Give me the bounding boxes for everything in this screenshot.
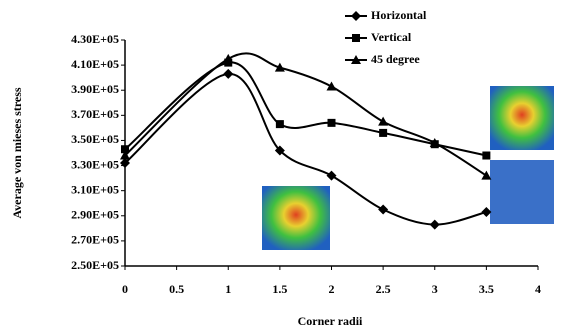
marker [223,54,233,63]
marker [223,69,233,79]
x-tick-label: 2 [329,282,335,296]
y-tick-label: 3.10E+05 [71,182,119,196]
fea-image [262,186,330,250]
x-tick-label: 2.5 [376,282,391,296]
marker [351,11,361,21]
x-tick-label: 1 [225,282,231,296]
x-axis-title: Corner radii [298,314,363,328]
x-tick-label: 0 [122,282,128,296]
x-tick-label: 0.5 [169,282,184,296]
y-tick-label: 2.90E+05 [71,208,119,222]
marker [430,220,440,230]
marker [327,171,337,181]
marker [327,81,337,90]
y-tick-label: 4.10E+05 [71,57,119,71]
y-tick-label: 3.90E+05 [71,82,119,96]
fea-image [490,86,554,150]
marker [379,129,387,137]
y-tick-label: 3.50E+05 [71,132,119,146]
marker [481,171,491,180]
marker [482,152,490,160]
marker [352,34,360,42]
y-tick-label: 3.70E+05 [71,107,119,121]
marker [481,207,491,217]
legend-label: Horizontal [371,8,427,22]
x-tick-label: 3.5 [479,282,494,296]
y-tick-label: 4.30E+05 [71,32,119,46]
y-tick-label: 3.30E+05 [71,157,119,171]
page: {"chart_data": {"type": "line", "x_label… [0,0,564,333]
legend-label: Vertical [371,30,412,44]
y-axis-title: Average von mieses stress [10,87,24,219]
marker [378,205,388,215]
x-tick-label: 3 [432,282,438,296]
y-tick-label: 2.50E+05 [71,258,119,272]
fea-image [490,160,554,224]
series-line [125,53,486,175]
y-tick-label: 2.70E+05 [71,233,119,247]
x-tick-label: 1.5 [272,282,287,296]
marker [328,119,336,127]
chart: Corner radii Average von mieses stress 2… [0,0,564,333]
marker [276,120,284,128]
fea-images [262,86,554,250]
legend-label: 45 degree [371,52,420,66]
marker [378,117,388,126]
x-tick-label: 4 [535,282,541,296]
